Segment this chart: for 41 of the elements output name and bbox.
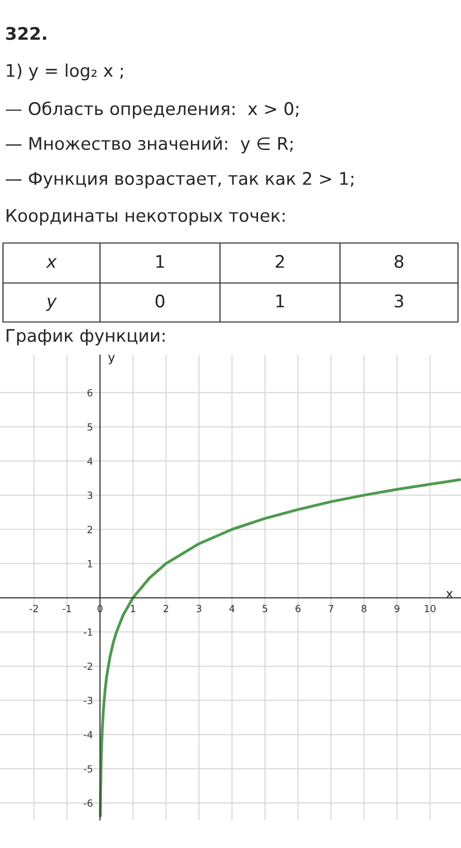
y-tick-label: -3 [84,696,92,704]
text: x [46,258,57,268]
x-tick-label: 7 [328,605,334,612]
text: 3 [394,294,404,308]
text: 2 [276,254,284,268]
x-tick-label: 6 [296,604,300,612]
y-axis-title: y [108,354,115,364]
text: — Область определения: x > 0; [6,101,298,119]
text: 322. [6,26,46,40]
x-tick-label: 10 [424,604,436,612]
x-tick-label: 2 [164,604,168,612]
y-tick-label: 2 [88,526,92,534]
y-tick-label: -5 [84,765,92,773]
text: 1) y = log₂ x ; [6,64,123,80]
x-tick-label: 8 [362,604,366,612]
y-tick-label: -4 [84,731,92,738]
text: 0 [156,294,164,308]
text: Координаты некоторых точек: [6,209,285,226]
text: — Функция возрастает, так как 2 > 1; [6,172,354,188]
x-tick-label: -1 [62,605,71,612]
x-tick-label: 4 [229,605,235,612]
x-tick-label: 9 [394,604,400,612]
text: 8 [394,254,404,268]
y-tick-label: 3 [88,492,92,500]
y-tick-label: 5 [88,423,92,431]
y-tick-label: -2 [84,662,92,670]
x-tick-label: 5 [262,605,268,612]
x-tick-label: 1 [130,605,136,612]
y-tick-label: 6 [88,389,92,396]
text: 1 [156,255,164,268]
y-tick-label: 1 [88,560,92,568]
x-tick-label: 3 [196,604,202,612]
line-series [98,478,461,818]
y-tick-label: 4 [87,458,92,465]
x-tick-label: -2 [30,604,38,612]
text: — Множество значений: y ∈ R; [6,136,292,154]
text: 1 [276,294,284,308]
y-tick-label: -6 [84,799,92,807]
text: y [46,298,57,311]
y-tick-label: -1 [84,628,92,636]
text: График функции: [6,329,165,346]
